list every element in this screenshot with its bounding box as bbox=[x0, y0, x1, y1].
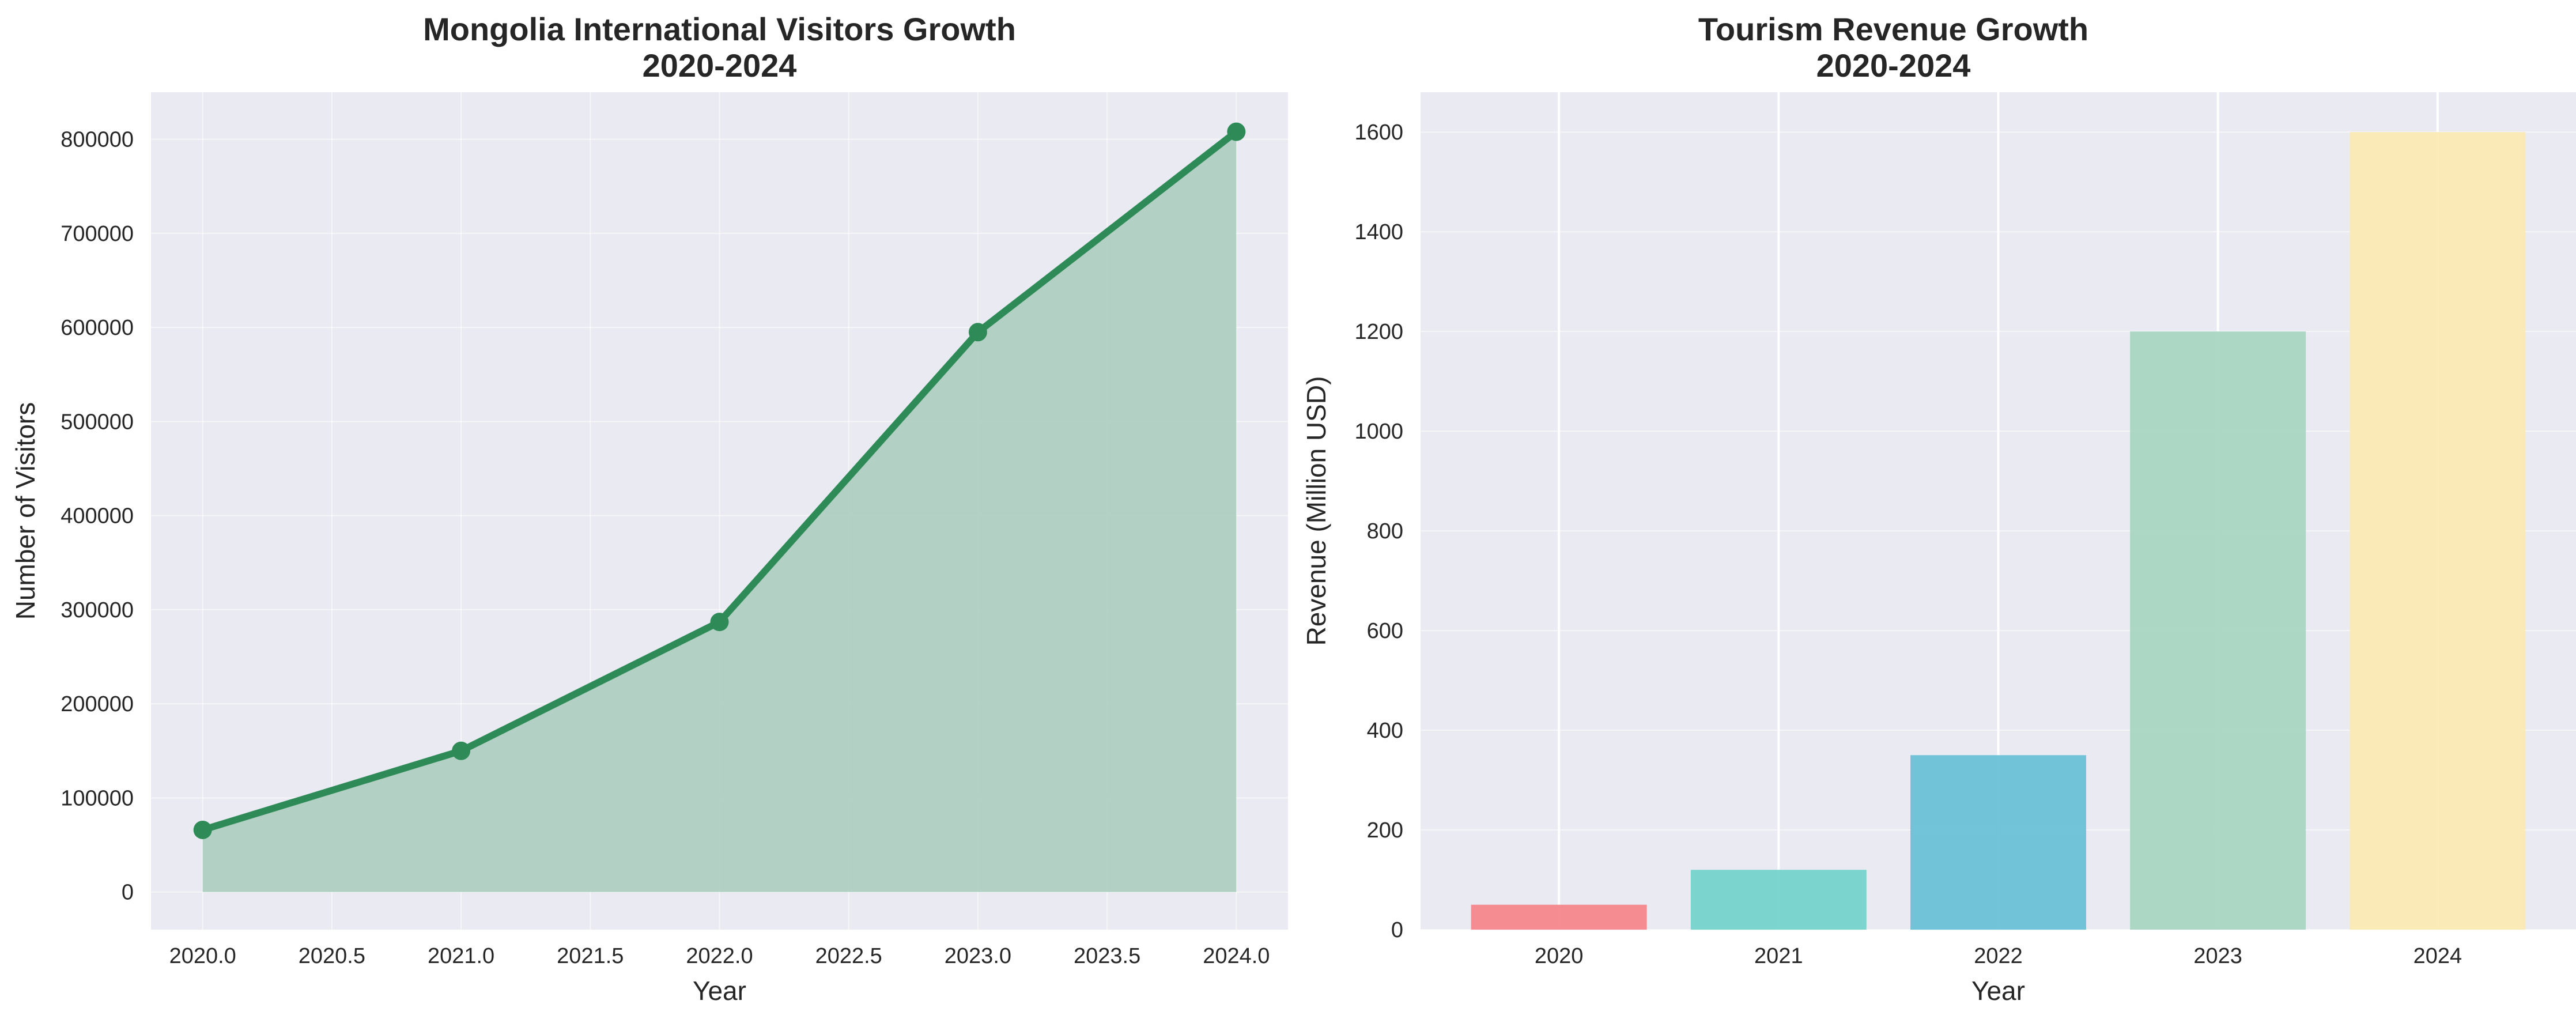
visitors-x-tick-label: 2020.0 bbox=[169, 944, 236, 968]
visitors-marks bbox=[193, 122, 1246, 892]
visitors-x-tick-label: 2022.5 bbox=[815, 944, 882, 968]
revenue-marks bbox=[1471, 132, 2526, 930]
revenue-bar bbox=[1690, 870, 1867, 930]
revenue-x-tick-label: 2024 bbox=[2413, 944, 2462, 968]
visitors-y-tick-label: 300000 bbox=[61, 598, 134, 622]
visitors-y-tick-label: 800000 bbox=[61, 128, 134, 152]
visitors-data-point bbox=[710, 613, 729, 632]
revenue-x-axis-label: Year bbox=[1971, 976, 2025, 1006]
visitors-y-tick-label: 600000 bbox=[61, 316, 134, 340]
visitors-data-point bbox=[1227, 122, 1246, 141]
revenue-chart-subtitle: 2020-2024 bbox=[1816, 47, 1971, 84]
visitors-chart: 2020.0 2020.5 2021.0 2021.5 2022.0 2022.5 2023… bbox=[10, 11, 1288, 1006]
visitors-x-axis-label: Year bbox=[693, 976, 746, 1006]
visitors-y-tick-label: 400000 bbox=[61, 504, 134, 529]
revenue-y-tick-label: 1600 bbox=[1354, 120, 1403, 145]
revenue-x-tick-label: 2023 bbox=[2193, 944, 2242, 968]
visitors-x-tick-label: 2024.0 bbox=[1203, 944, 1270, 968]
revenue-y-tick-label: 800 bbox=[1367, 519, 1403, 543]
visitors-chart-title: Mongolia International Visitors Growth bbox=[423, 11, 1016, 47]
visitors-ticks: 2020.0 2020.5 2021.0 2021.5 2022.0 2022.5 2023… bbox=[61, 128, 1270, 968]
revenue-y-tick-label: 0 bbox=[1391, 918, 1403, 942]
visitors-x-tick-label: 2021.0 bbox=[428, 944, 494, 968]
visitors-y-axis-label: Number of Visitors bbox=[10, 402, 40, 620]
revenue-ticks: 0 200 400 600 800 1000 1200 1400 1600 2020 2021 202… bbox=[1354, 120, 2462, 968]
visitors-x-tick-label: 2022.0 bbox=[686, 944, 753, 968]
revenue-bar bbox=[1910, 755, 2086, 930]
visitors-x-tick-label: 2021.5 bbox=[557, 944, 624, 968]
visitors-data-point bbox=[452, 741, 471, 760]
visitors-y-tick-label: 700000 bbox=[61, 222, 134, 246]
revenue-y-tick-label: 600 bbox=[1367, 619, 1403, 643]
visitors-y-tick-label: 500000 bbox=[61, 410, 134, 434]
revenue-y-tick-label: 1000 bbox=[1354, 420, 1403, 444]
visitors-x-tick-label: 2020.5 bbox=[299, 944, 365, 968]
revenue-x-tick-label: 2021 bbox=[1754, 944, 1803, 968]
visitors-data-point bbox=[968, 323, 987, 342]
revenue-chart-title: Tourism Revenue Growth bbox=[1698, 11, 2088, 47]
visitors-x-tick-label: 2023.0 bbox=[945, 944, 1011, 968]
visitors-y-tick-label: 100000 bbox=[61, 786, 134, 810]
revenue-bar bbox=[2350, 132, 2526, 930]
visitors-area-fill bbox=[202, 131, 1237, 892]
visitors-data-point bbox=[193, 820, 212, 839]
revenue-y-tick-label: 1400 bbox=[1354, 220, 1403, 244]
revenue-chart: 0 200 400 600 800 1000 1200 1400 1600 2020 2021 202… bbox=[1301, 11, 2576, 1006]
visitors-chart-subtitle: 2020-2024 bbox=[643, 47, 797, 84]
revenue-y-axis-label: Revenue (Million USD) bbox=[1301, 376, 1331, 646]
revenue-y-tick-label: 400 bbox=[1367, 719, 1403, 743]
visitors-y-tick-label: 0 bbox=[122, 881, 134, 905]
revenue-y-tick-label: 200 bbox=[1367, 818, 1403, 843]
revenue-bar bbox=[1471, 904, 1647, 930]
revenue-x-tick-label: 2022 bbox=[1974, 944, 2023, 968]
revenue-x-tick-label: 2020 bbox=[1535, 944, 1584, 968]
visitors-y-tick-label: 200000 bbox=[61, 692, 134, 716]
revenue-bar bbox=[2130, 331, 2306, 930]
revenue-y-tick-label: 1200 bbox=[1354, 320, 1403, 344]
visitors-x-tick-label: 2023.5 bbox=[1074, 944, 1140, 968]
